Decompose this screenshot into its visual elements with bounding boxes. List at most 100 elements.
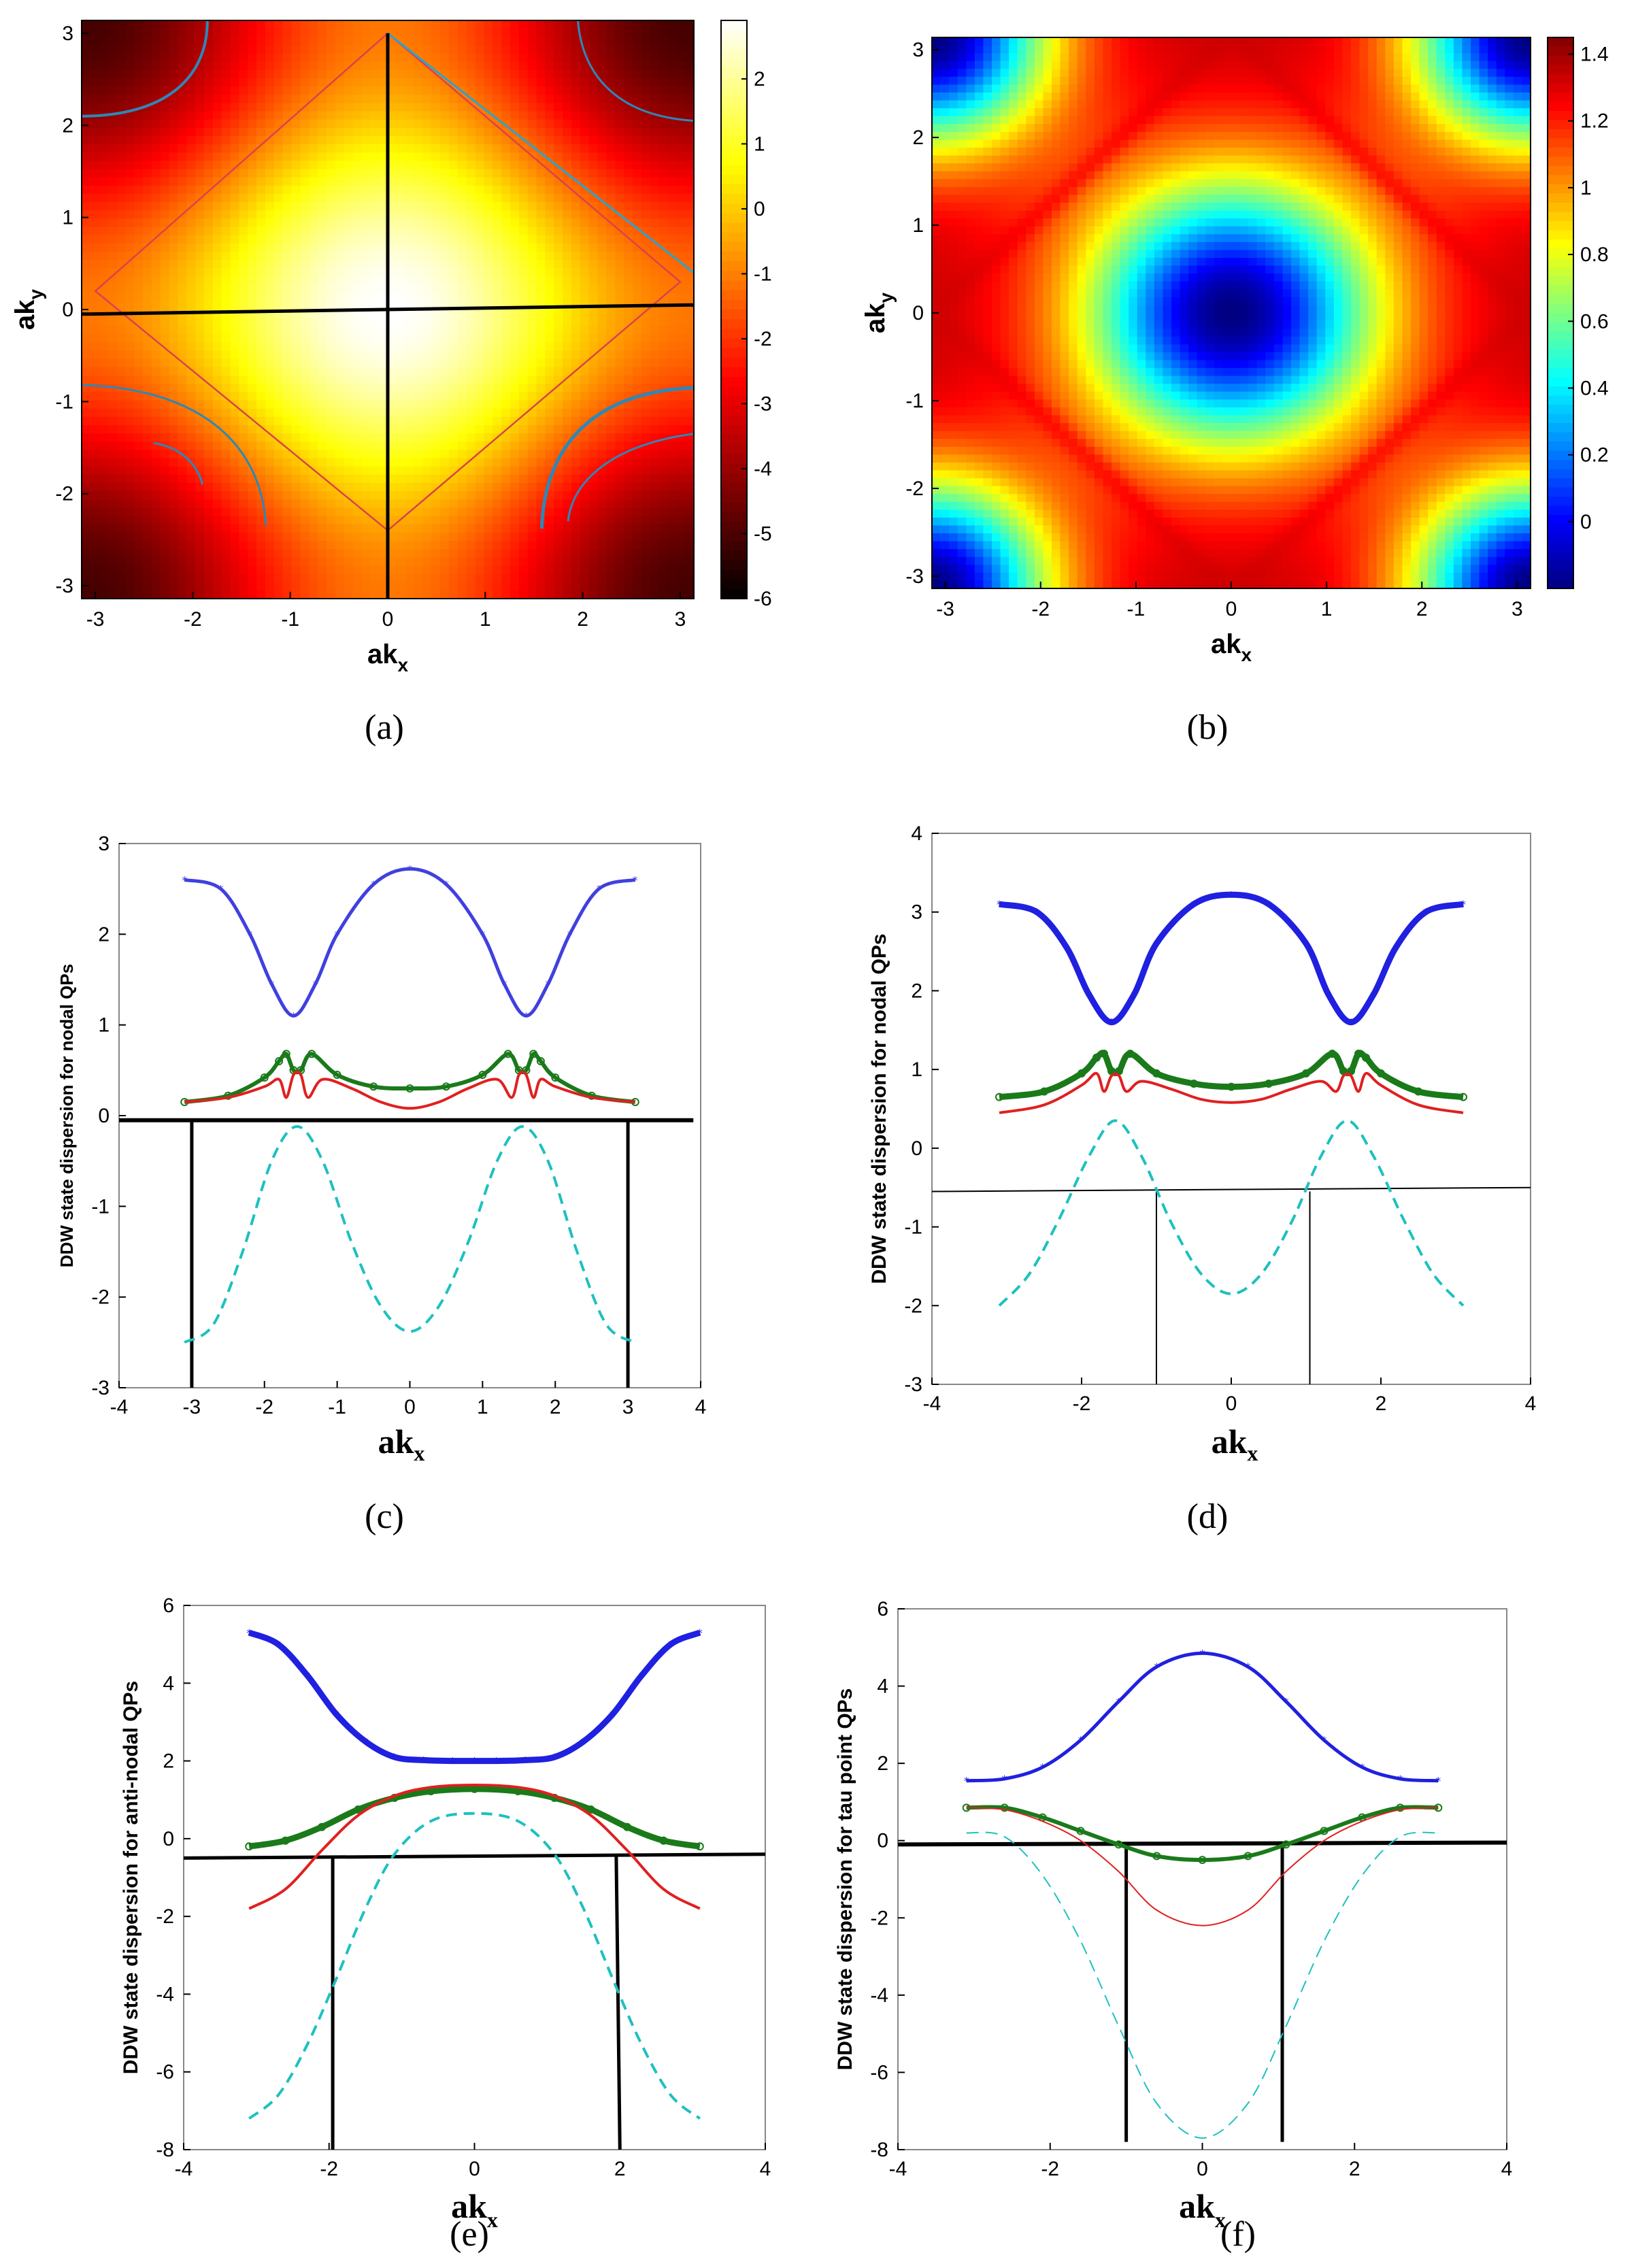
heatmap-cell — [457, 20, 467, 29]
heatmap-cell — [545, 450, 555, 459]
heatmap-cell — [650, 61, 660, 71]
heatmap-cell — [352, 541, 363, 550]
heatmap-cell — [344, 268, 354, 278]
heatmap-cell — [536, 532, 546, 541]
heatmap-cell — [650, 342, 660, 352]
heatmap-cell — [143, 144, 152, 154]
heatmap-cell — [466, 243, 476, 252]
heatmap-cell — [518, 194, 529, 203]
heatmap-cell — [641, 161, 651, 170]
heatmap-cell — [597, 227, 607, 236]
heatmap-cell — [414, 524, 424, 533]
heatmap-cell — [440, 483, 450, 492]
heatmap-cell — [633, 86, 642, 96]
heatmap-cell — [597, 491, 607, 501]
heatmap-cell — [658, 86, 669, 96]
heatmap-cell — [379, 252, 388, 261]
heatmap-cell — [318, 29, 327, 38]
heatmap-cell — [475, 243, 485, 252]
heatmap-cell — [597, 252, 607, 261]
heatmap-cell — [676, 243, 686, 252]
heatmap-cell — [563, 293, 572, 302]
heatmap-cell — [221, 524, 231, 533]
heatmap-cell — [597, 384, 607, 393]
heatmap-cell — [475, 499, 485, 509]
heatmap-cell — [204, 161, 214, 170]
heatmap-cell — [90, 276, 100, 286]
heatmap-cell — [545, 516, 555, 525]
heatmap-cell — [230, 169, 240, 178]
heatmap-cell — [239, 532, 249, 541]
heatmap-cell — [633, 491, 642, 501]
heatmap-cell — [518, 408, 529, 418]
heatmap-cell — [510, 61, 520, 71]
heatmap-cell — [457, 384, 467, 393]
heatmap-cell — [588, 400, 599, 410]
heatmap-cell — [431, 342, 441, 352]
heatmap-cell — [90, 61, 100, 71]
heatmap-cell — [501, 20, 511, 29]
heatmap-cell — [658, 350, 669, 360]
heatmap-cell — [273, 301, 284, 310]
heatmap-cell — [327, 491, 336, 501]
heatmap-cell — [667, 425, 678, 434]
heatmap-cell — [449, 441, 458, 451]
heatmap-cell — [309, 425, 318, 434]
heatmap-cell — [475, 194, 485, 203]
heatmap-cell — [256, 268, 266, 278]
heatmap-cell — [493, 573, 502, 583]
heatmap-cell — [449, 95, 458, 104]
heatmap-cell — [606, 384, 616, 393]
heatmap-cell — [641, 152, 651, 162]
heatmap-cell — [273, 573, 284, 583]
heatmap-cell — [82, 61, 91, 71]
heatmap-cell — [536, 384, 546, 393]
colorbar-swatch — [721, 444, 747, 455]
heatmap-cell — [125, 590, 135, 599]
heatmap-cell — [379, 466, 388, 476]
heatmap-cell — [186, 169, 196, 178]
heatmap-cell — [178, 342, 188, 352]
heatmap-cell — [309, 78, 318, 87]
heatmap-cell — [134, 284, 144, 294]
heatmap-cell — [265, 45, 275, 54]
heatmap-cell — [239, 202, 249, 212]
heatmap-cell — [431, 458, 441, 467]
heatmap-cell — [615, 194, 624, 203]
heatmap-cell — [518, 549, 529, 558]
heatmap-cell — [650, 474, 660, 484]
heatmap-cell — [624, 29, 633, 38]
heatmap-cell — [501, 458, 511, 467]
heatmap-cell — [169, 53, 179, 63]
heatmap-cell — [90, 136, 100, 145]
heatmap-cell — [335, 350, 345, 360]
heatmap-cell — [466, 334, 476, 344]
heatmap-cell — [239, 441, 249, 451]
heatmap-cell — [597, 557, 607, 567]
heatmap-cell — [414, 29, 424, 38]
heatmap-cell — [256, 243, 266, 252]
heatmap-cell — [650, 284, 660, 294]
heatmap-cell — [265, 474, 275, 484]
heatmap-cell — [178, 474, 188, 484]
heatmap-cell — [90, 103, 100, 112]
heatmap-cell — [588, 499, 599, 509]
heatmap-cell — [361, 483, 371, 492]
heatmap-cell — [466, 532, 476, 541]
heatmap-cell — [396, 202, 406, 212]
heatmap-cell — [641, 408, 651, 418]
heatmap-cell — [116, 69, 127, 79]
heatmap-cell — [300, 408, 310, 418]
heatmap-cell — [352, 243, 363, 252]
heatmap-cell — [379, 532, 388, 541]
heatmap-cell — [248, 260, 257, 269]
heatmap-cell — [685, 441, 695, 451]
heatmap-cell — [107, 202, 118, 212]
heatmap-cell — [99, 218, 109, 228]
heatmap-cell — [597, 293, 607, 302]
heatmap-cell — [160, 376, 170, 385]
heatmap-cell — [606, 350, 616, 360]
heatmap-cell — [335, 86, 345, 96]
heatmap-cell — [169, 334, 179, 344]
heatmap-cell — [352, 376, 363, 385]
